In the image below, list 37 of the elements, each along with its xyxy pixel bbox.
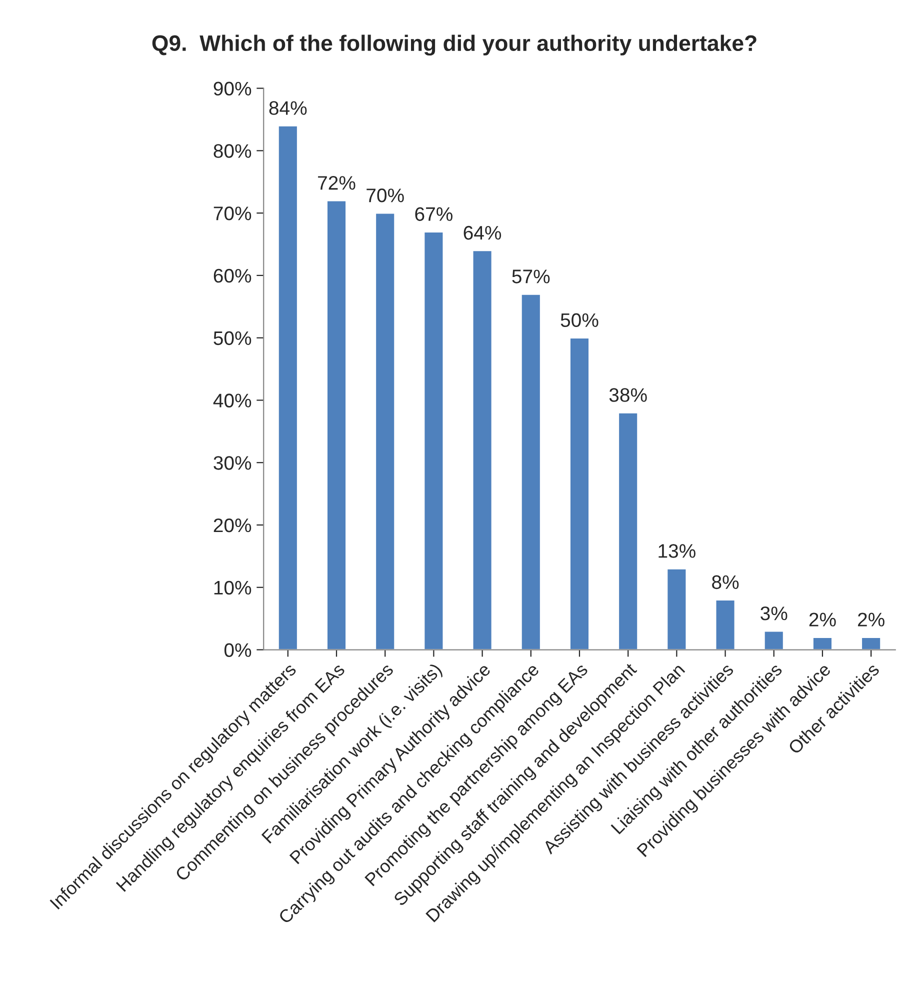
bar [569, 337, 590, 650]
data-label: 67% [415, 207, 452, 221]
data-label: 38% [609, 388, 647, 402]
bar [812, 636, 833, 650]
data-label: 2% [858, 612, 884, 626]
data-label: 50% [560, 313, 598, 328]
data-label: 72% [318, 176, 356, 190]
bar [860, 636, 882, 650]
bar [374, 212, 396, 650]
bar [618, 412, 638, 650]
y-tick-label: 90% [214, 82, 252, 96]
y-tick-label: 60% [214, 268, 252, 283]
y-tick-label: 10% [214, 580, 252, 595]
bar [520, 293, 542, 650]
bar [423, 231, 444, 650]
chart-title: Q9. Which of the following did your authority undertake? [152, 34, 756, 56]
y-tick-label: 50% [214, 331, 252, 346]
y-tick-label: 30% [214, 456, 252, 470]
y-tick-label: 40% [213, 394, 252, 408]
y-tick-label: 70% [214, 206, 252, 220]
y-tick-label: 80% [214, 144, 252, 158]
bar [714, 599, 736, 650]
bar [277, 125, 298, 650]
bar [326, 200, 347, 650]
data-label: 57% [512, 270, 550, 284]
bar [472, 250, 493, 650]
y-tick-label: 0% [224, 643, 252, 657]
y-tick-label: 20% [214, 518, 252, 532]
data-label: 13% [658, 544, 696, 558]
bar [763, 630, 784, 650]
bar [666, 568, 688, 650]
data-label: 3% [760, 606, 788, 620]
data-label: 70% [366, 188, 404, 202]
data-label: 84% [269, 101, 307, 115]
data-label: 2% [809, 612, 836, 626]
data-label: 8% [712, 575, 739, 590]
data-label: 64% [464, 226, 502, 240]
